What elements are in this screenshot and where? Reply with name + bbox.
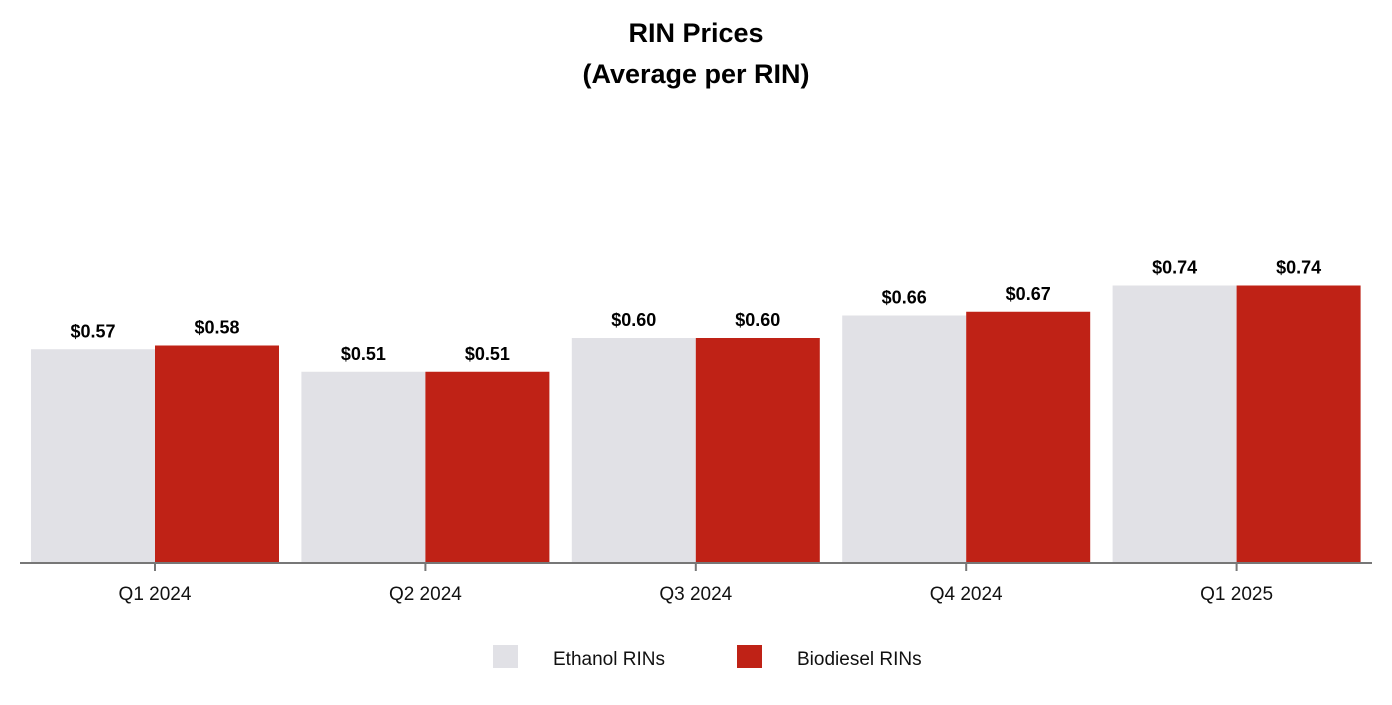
legend-label-ethanol: Ethanol RINs	[553, 649, 665, 670]
legend-swatch-biodiesel	[737, 645, 762, 668]
value-labels-layer: $0.57 $0.58 $0.51 $0.51 $0.60 $0.60 $0.66 $0.67…	[70, 258, 1321, 364]
chart-title: RIN Prices	[628, 18, 763, 48]
legend-swatch-ethanol	[493, 645, 518, 668]
x-axis-ticks: Q1 2024 Q2 2024 Q3 2024 Q4 2024 Q1 2025	[119, 563, 1273, 605]
bar-ethanol-1	[31, 349, 155, 563]
value-label-ethanol-1: $0.57	[70, 321, 115, 341]
x-tick-label: Q1 2024	[119, 584, 192, 605]
bar-biodiesel-4	[966, 311, 1091, 563]
value-label-ethanol-5: $0.74	[1152, 258, 1197, 278]
value-label-biodiesel-1: $0.58	[194, 318, 239, 338]
x-tick-label: Q4 2024	[930, 584, 1003, 605]
value-label-biodiesel-3: $0.60	[735, 310, 780, 330]
bar-biodiesel-5	[1236, 285, 1361, 563]
bar-biodiesel-1	[155, 345, 279, 563]
legend-label-biodiesel: Biodiesel RINs	[797, 649, 922, 670]
value-label-biodiesel-2: $0.51	[465, 344, 510, 364]
bar-ethanol-3	[571, 338, 696, 563]
bar-ethanol-2	[301, 371, 426, 563]
legend: Ethanol RINs Biodiesel RINs	[493, 645, 922, 670]
bar-biodiesel-2	[425, 371, 550, 563]
x-tick-label: Q1 2025	[1200, 584, 1273, 605]
x-tick-label: Q3 2024	[659, 584, 732, 605]
value-label-ethanol-4: $0.66	[882, 288, 927, 308]
bar-ethanol-4	[842, 315, 967, 563]
value-label-ethanol-2: $0.51	[341, 344, 386, 364]
bars-layer	[31, 285, 1361, 563]
bar-ethanol-5	[1112, 285, 1237, 563]
value-label-ethanol-3: $0.60	[611, 310, 656, 330]
bar-biodiesel-3	[695, 338, 820, 563]
value-label-biodiesel-5: $0.74	[1276, 258, 1321, 278]
chart-subtitle: (Average per RIN)	[582, 59, 809, 89]
x-tick-label: Q2 2024	[389, 584, 462, 605]
value-label-biodiesel-4: $0.67	[1006, 284, 1051, 304]
